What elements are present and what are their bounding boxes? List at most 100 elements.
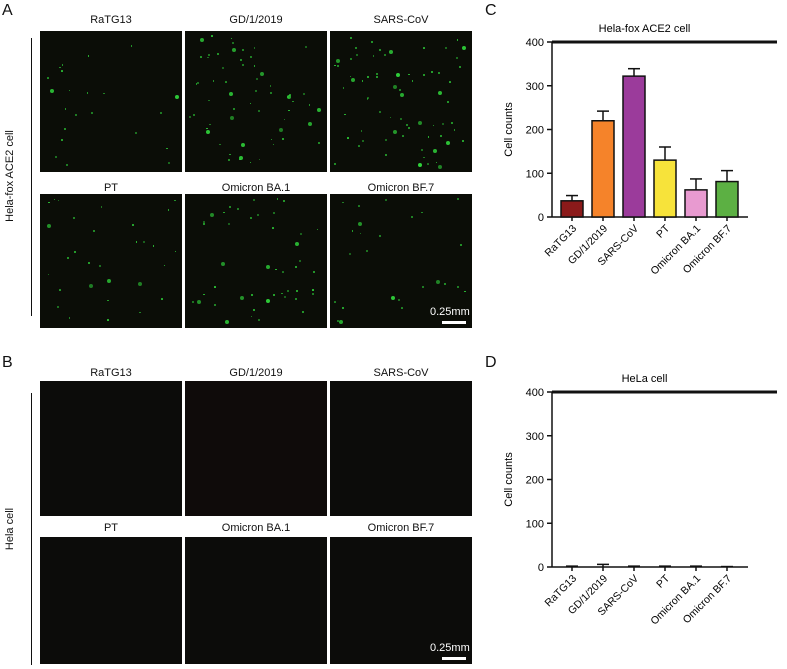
micrograph-b-ratg13 bbox=[40, 381, 182, 516]
fluorescent-cell-dot bbox=[57, 199, 60, 202]
chart-c-bar bbox=[653, 159, 677, 218]
fluorescent-cell-dot bbox=[410, 216, 413, 219]
fluorescent-cell-dot bbox=[385, 198, 388, 201]
fluorescent-cell-dot bbox=[209, 123, 211, 126]
fluorescent-cell-dot bbox=[435, 161, 438, 164]
fluorescent-cell-dot bbox=[242, 64, 245, 67]
fluorescent-cell-dot bbox=[318, 141, 320, 144]
fluorescent-cell-dot bbox=[272, 143, 275, 146]
fluorescent-cell-dot bbox=[256, 78, 259, 81]
chart-c-bar bbox=[622, 75, 646, 218]
chart-c-y-tick-label: 400 bbox=[526, 37, 544, 49]
fluorescent-cell-dot bbox=[240, 59, 243, 62]
fluorescent-cell-dot bbox=[252, 199, 255, 202]
fluorescent-cell-dot bbox=[48, 201, 50, 204]
fluorescent-cell-dot bbox=[199, 37, 204, 42]
fluorescent-cell-dot bbox=[232, 48, 237, 53]
fluorescent-cell-dot bbox=[219, 143, 221, 146]
fluorescent-cell-dot bbox=[401, 307, 403, 309]
fluorescent-cell-dot bbox=[312, 292, 315, 295]
panel-letter-a: A bbox=[2, 2, 13, 19]
fluorescent-cell-dot bbox=[423, 47, 425, 49]
fluorescent-cell-dot bbox=[303, 92, 306, 95]
fluorescent-cell-dot bbox=[349, 75, 352, 78]
fluorescent-cell-dot bbox=[460, 244, 463, 247]
panel-a-title-6: Omicron BF.7 bbox=[367, 182, 435, 194]
fluorescent-cell-dot bbox=[66, 164, 69, 167]
fluorescent-cell-dot bbox=[361, 80, 364, 82]
panel-letter-d: D bbox=[485, 354, 497, 371]
micrograph-b-pt bbox=[40, 537, 182, 664]
fluorescent-cell-dot bbox=[444, 283, 447, 286]
fluorescent-cell-dot bbox=[257, 214, 259, 217]
chart-d-y-tick-label: 200 bbox=[526, 475, 544, 487]
fluorescent-cell-dot bbox=[167, 162, 170, 165]
fluorescent-cell-dot bbox=[307, 121, 312, 126]
fluorescent-cell-dot bbox=[231, 42, 234, 45]
fluorescent-cell-dot bbox=[174, 250, 177, 253]
fluorescent-cell-dot bbox=[212, 80, 215, 82]
fluorescent-cell-dot bbox=[298, 260, 301, 263]
fluorescent-cell-dot bbox=[422, 73, 425, 76]
fluorescent-cell-dot bbox=[91, 111, 94, 114]
fluorescent-cell-dot bbox=[399, 93, 404, 98]
fluorescent-cell-dot bbox=[139, 311, 141, 314]
fluorescent-cell-dot bbox=[59, 66, 61, 69]
panel-letter-b: B bbox=[2, 354, 13, 371]
fluorescent-cell-dot bbox=[422, 286, 425, 289]
panel-a-row-label: Hela-fox ACE2 cell bbox=[4, 130, 16, 222]
fluorescent-cell-dot bbox=[174, 94, 179, 99]
fluorescent-cell-dot bbox=[351, 77, 356, 82]
fluorescent-cell-dot bbox=[269, 85, 272, 87]
chart-d-title: HeLa cell bbox=[622, 373, 668, 385]
fluorescent-cell-dot bbox=[408, 127, 411, 130]
fluorescent-cell-dot bbox=[143, 241, 146, 244]
fluorescent-cell-dot bbox=[357, 221, 362, 226]
fluorescent-cell-dot bbox=[64, 127, 67, 130]
fluorescent-cell-dot bbox=[295, 289, 298, 292]
fluorescent-cell-dot bbox=[366, 98, 369, 100]
panel-b-title-4: PT bbox=[103, 522, 119, 534]
scale-bar-label-a: 0.25mm bbox=[430, 306, 470, 318]
panel-a-row-line bbox=[31, 38, 32, 316]
fluorescent-cell-dot bbox=[50, 89, 55, 93]
fluorescent-cell-dot bbox=[402, 135, 404, 137]
fluorescent-cell-dot bbox=[372, 55, 375, 57]
fluorescent-cell-dot bbox=[423, 156, 425, 159]
panel-letter-c: C bbox=[485, 2, 497, 19]
fluorescent-cell-dot bbox=[295, 241, 300, 246]
fluorescent-cell-dot bbox=[265, 298, 270, 303]
fluorescent-cell-dot bbox=[349, 58, 352, 61]
fluorescent-cell-dot bbox=[379, 110, 382, 113]
chart-d-y-axis-label: Cell counts bbox=[503, 452, 515, 507]
fluorescent-cell-dot bbox=[167, 209, 170, 211]
fluorescent-cell-dot bbox=[47, 273, 50, 276]
fluorescent-cell-dot bbox=[450, 122, 453, 125]
fluorescent-cell-dot bbox=[441, 122, 444, 125]
micrograph-b-ba1 bbox=[185, 537, 327, 664]
fluorescent-cell-dot bbox=[349, 252, 352, 255]
fluorescent-cell-dot bbox=[281, 138, 284, 141]
fluorescent-cell-dot bbox=[107, 299, 109, 302]
fluorescent-cell-dot bbox=[312, 271, 315, 274]
fluorescent-cell-dot bbox=[393, 84, 398, 89]
fluorescent-cell-dot bbox=[275, 268, 277, 271]
fluorescent-cell-dot bbox=[200, 56, 202, 58]
fluorescent-cell-dot bbox=[287, 290, 290, 293]
fluorescent-cell-dot bbox=[152, 245, 155, 247]
fluorescent-cell-dot bbox=[73, 216, 76, 219]
fluorescent-cell-dot bbox=[211, 35, 213, 37]
scale-bar-label-b: 0.25mm bbox=[430, 642, 470, 654]
scale-bar-a bbox=[442, 321, 466, 324]
fluorescent-cell-dot bbox=[437, 91, 442, 96]
fluorescent-cell-dot bbox=[250, 315, 253, 318]
chart-c-bar bbox=[715, 180, 739, 218]
fluorescent-cell-dot bbox=[312, 289, 314, 291]
fluorescent-cell-dot bbox=[250, 294, 253, 297]
micrograph-b-bf7: 0.25mm bbox=[330, 537, 472, 664]
fluorescent-cell-dot bbox=[47, 77, 49, 79]
fluorescent-cell-dot bbox=[384, 138, 387, 141]
fluorescent-cell-dot bbox=[283, 296, 286, 299]
fluorescent-cell-dot bbox=[384, 153, 387, 156]
fluorescent-cell-dot bbox=[400, 117, 403, 120]
